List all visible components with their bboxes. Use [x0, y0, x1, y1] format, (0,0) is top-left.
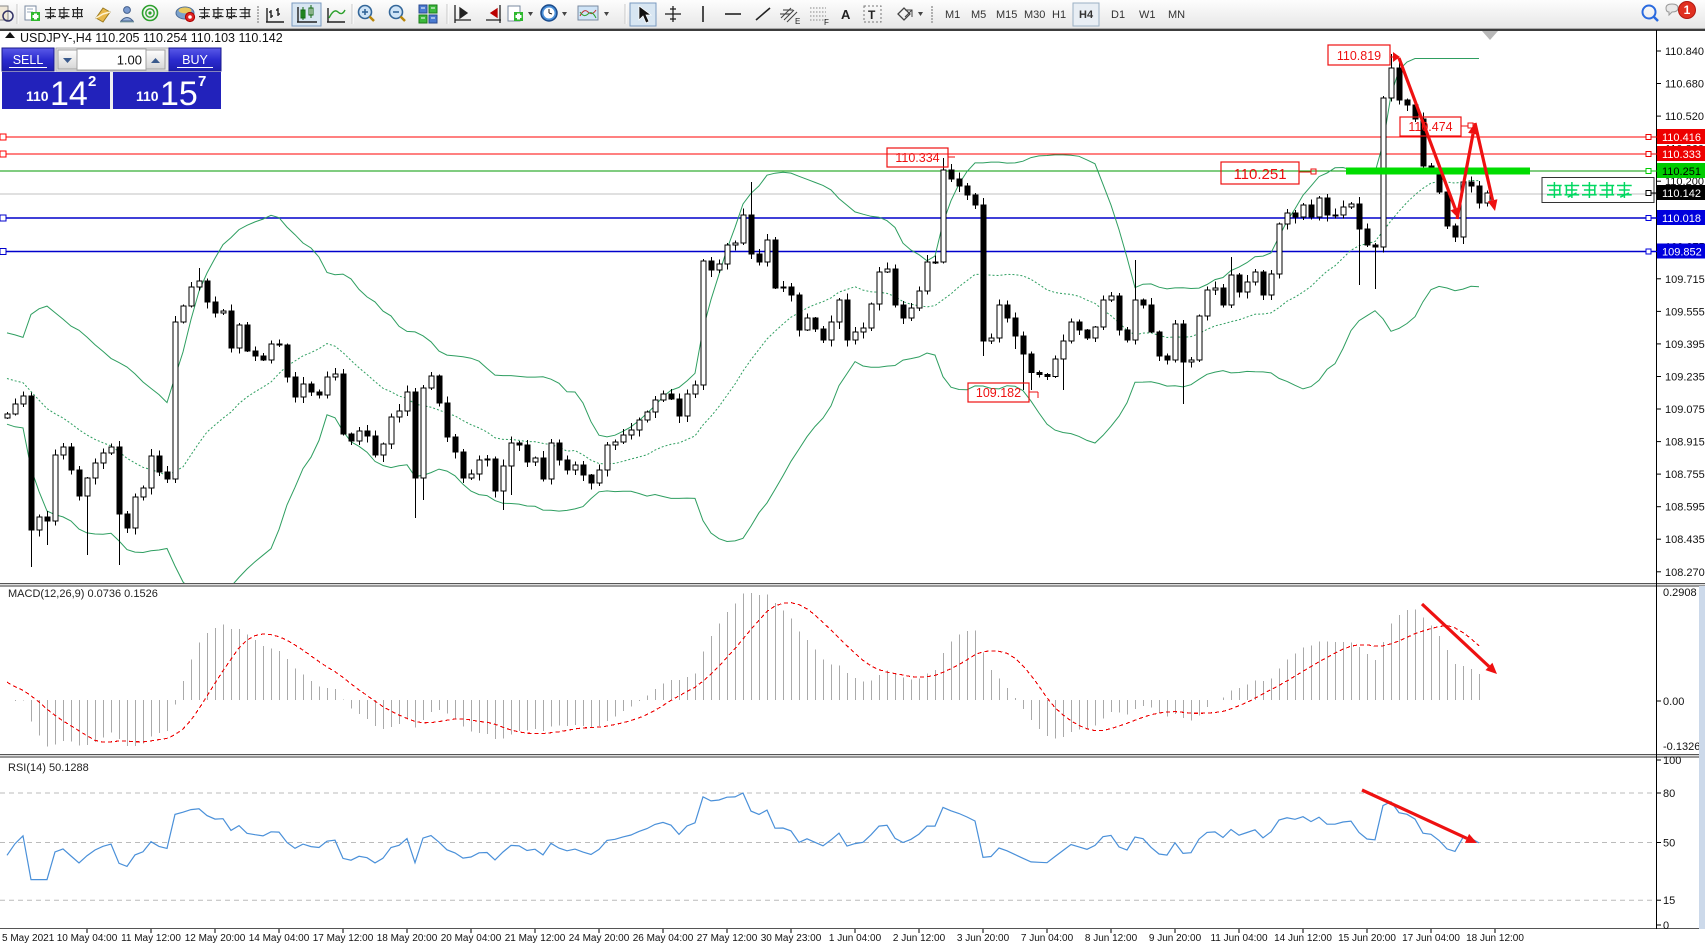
svg-text:14 May 04:00: 14 May 04:00 — [249, 933, 310, 944]
svg-text:A: A — [841, 7, 851, 22]
svg-text:80: 80 — [1663, 788, 1675, 800]
svg-text:26 May 04:00: 26 May 04:00 — [633, 933, 694, 944]
svg-text:5 May 2021: 5 May 2021 — [2, 933, 55, 944]
svg-text:110.018: 110.018 — [1662, 213, 1701, 225]
svg-text:1 Jun 04:00: 1 Jun 04:00 — [829, 933, 882, 944]
svg-text:BUY: BUY — [182, 53, 208, 67]
svg-text:MN: MN — [1168, 9, 1185, 21]
svg-text:108.595: 108.595 — [1665, 502, 1705, 514]
svg-text:110.333: 110.333 — [1662, 149, 1701, 161]
svg-text:110: 110 — [26, 88, 49, 104]
svg-text:2 Jun 12:00: 2 Jun 12:00 — [893, 933, 946, 944]
svg-text:0.2908: 0.2908 — [1663, 587, 1697, 599]
svg-text:3 Jun 20:00: 3 Jun 20:00 — [957, 933, 1010, 944]
svg-text:109.235: 109.235 — [1665, 372, 1705, 384]
svg-text:M5: M5 — [971, 9, 986, 21]
svg-text:8 Jun 12:00: 8 Jun 12:00 — [1085, 933, 1138, 944]
svg-text:0.00: 0.00 — [1663, 696, 1684, 708]
svg-text:109.715: 109.715 — [1665, 274, 1705, 286]
svg-text:110.251: 110.251 — [1662, 166, 1701, 178]
svg-text:14: 14 — [50, 75, 88, 113]
svg-text:T: T — [868, 8, 876, 22]
svg-text:110.819: 110.819 — [1337, 49, 1381, 63]
svg-text:D1: D1 — [1111, 9, 1125, 21]
svg-text:9 Jun 20:00: 9 Jun 20:00 — [1149, 933, 1202, 944]
svg-text:110: 110 — [136, 88, 159, 104]
svg-text:27 May 12:00: 27 May 12:00 — [697, 933, 758, 944]
svg-text:110.142: 110.142 — [1662, 188, 1701, 200]
svg-text:H4: H4 — [1079, 9, 1094, 21]
svg-text:18 Jun 12:00: 18 Jun 12:00 — [1466, 933, 1524, 944]
svg-text:108.915: 108.915 — [1665, 437, 1705, 449]
svg-text:-0.1326: -0.1326 — [1663, 741, 1700, 753]
svg-text:109.182: 109.182 — [976, 386, 1021, 400]
svg-text:M15: M15 — [996, 9, 1017, 21]
svg-text:10 May 04:00: 10 May 04:00 — [57, 933, 118, 944]
svg-text:20 May 04:00: 20 May 04:00 — [441, 933, 502, 944]
svg-text:H1: H1 — [1052, 9, 1066, 21]
svg-text:50: 50 — [1663, 838, 1675, 850]
svg-text:110.334: 110.334 — [895, 151, 939, 165]
svg-text:109.075: 109.075 — [1665, 404, 1705, 416]
svg-text:11 Jun 04:00: 11 Jun 04:00 — [1210, 933, 1268, 944]
svg-text:110.416: 110.416 — [1662, 132, 1701, 144]
svg-text:7 Jun 04:00: 7 Jun 04:00 — [1021, 933, 1074, 944]
svg-text:14 Jun 12:00: 14 Jun 12:00 — [1274, 933, 1332, 944]
svg-text:110.520: 110.520 — [1665, 111, 1704, 123]
svg-text:110.840: 110.840 — [1665, 46, 1704, 58]
svg-text:M30: M30 — [1024, 9, 1045, 21]
svg-text:1: 1 — [1684, 3, 1691, 17]
svg-text:30 May 23:00: 30 May 23:00 — [761, 933, 822, 944]
svg-text:7: 7 — [198, 73, 206, 90]
svg-text:12 May 20:00: 12 May 20:00 — [185, 933, 246, 944]
svg-text:0: 0 — [1663, 920, 1669, 932]
svg-text:USDJPY-,H4 110.205 110.254 11: USDJPY-,H4 110.205 110.254 110.103 110.1… — [20, 31, 283, 45]
svg-text:108.270: 108.270 — [1665, 567, 1705, 579]
svg-text:W1: W1 — [1139, 9, 1156, 21]
svg-text:17 Jun 04:00: 17 Jun 04:00 — [1402, 933, 1460, 944]
svg-text:SELL: SELL — [13, 53, 44, 67]
svg-text:15: 15 — [1663, 895, 1675, 907]
svg-text:110.251: 110.251 — [1233, 166, 1286, 183]
svg-text:24 May 20:00: 24 May 20:00 — [569, 933, 630, 944]
svg-text:109.555: 109.555 — [1665, 306, 1705, 318]
svg-text:110.474: 110.474 — [1408, 120, 1452, 134]
svg-text:108.435: 108.435 — [1665, 534, 1705, 546]
svg-text:RSI(14) 50.1288: RSI(14) 50.1288 — [8, 762, 89, 774]
svg-text:110.680: 110.680 — [1665, 79, 1704, 91]
svg-text:15 Jun 20:00: 15 Jun 20:00 — [1338, 933, 1396, 944]
svg-text:11 May 12:00: 11 May 12:00 — [121, 933, 181, 944]
svg-text:M1: M1 — [945, 9, 960, 21]
svg-text:17 May 12:00: 17 May 12:00 — [313, 933, 374, 944]
svg-text:109.395: 109.395 — [1665, 339, 1705, 351]
svg-text:1.00: 1.00 — [117, 53, 142, 68]
svg-text:F: F — [824, 18, 829, 27]
svg-text:18 May 20:00: 18 May 20:00 — [377, 933, 438, 944]
svg-text:108.755: 108.755 — [1665, 469, 1705, 481]
svg-text:15: 15 — [160, 75, 198, 113]
svg-text:E: E — [795, 17, 800, 26]
svg-text:2: 2 — [88, 73, 96, 90]
svg-text:21 May 12:00: 21 May 12:00 — [505, 933, 566, 944]
svg-text:100: 100 — [1663, 755, 1681, 767]
svg-text:MACD(12,26,9) 0.0736 0.1526: MACD(12,26,9) 0.0736 0.1526 — [8, 588, 158, 600]
svg-text:109.852: 109.852 — [1662, 247, 1702, 259]
